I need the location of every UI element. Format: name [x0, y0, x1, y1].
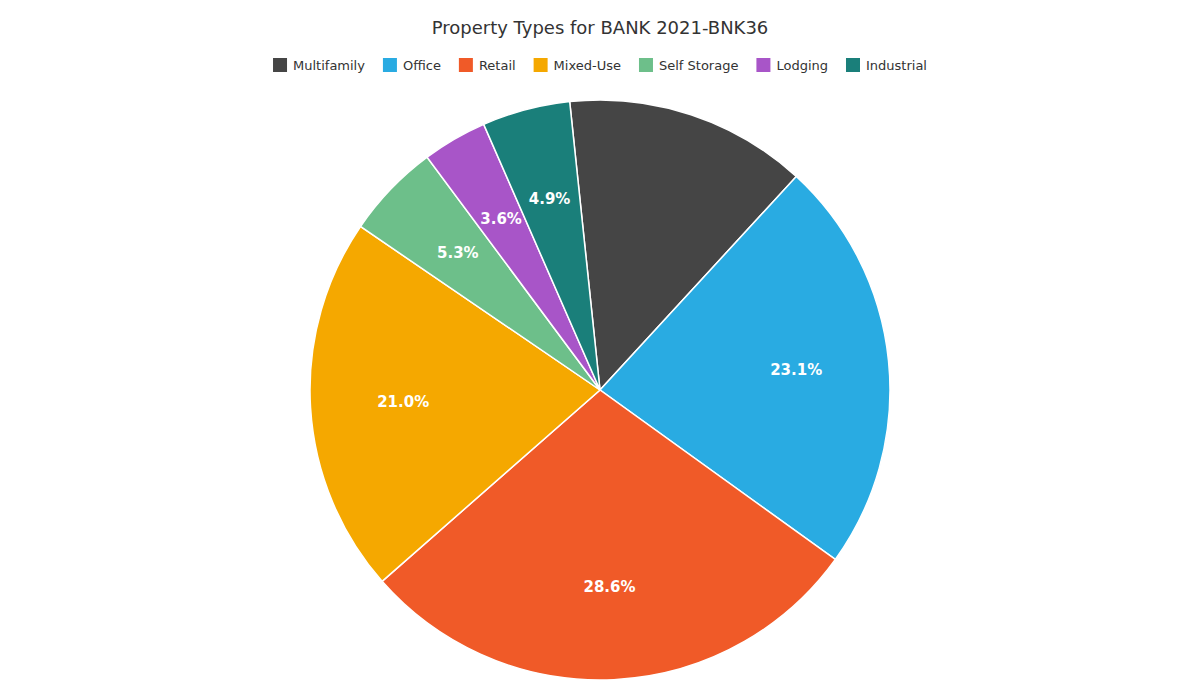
legend-label: Multifamily — [293, 58, 365, 73]
legend-item: Mixed-Use — [534, 58, 621, 73]
chart-container: Property Types for BANK 2021-BNK36 Multif… — [0, 0, 1200, 700]
data-label: 21.0% — [377, 393, 429, 411]
pie — [310, 100, 890, 680]
legend-swatch — [846, 58, 860, 72]
data-label: 4.9% — [529, 190, 571, 208]
legend-item: Retail — [459, 58, 516, 73]
legend-swatch — [273, 58, 287, 72]
legend-item: Industrial — [846, 58, 927, 73]
legend-swatch — [639, 58, 653, 72]
legend-item: Self Storage — [639, 58, 738, 73]
legend-label: Retail — [479, 58, 516, 73]
legend-swatch — [459, 58, 473, 72]
legend-label: Lodging — [776, 58, 828, 73]
legend: Multifamily Office Retail Mixed-Use Self Sto… — [273, 58, 927, 73]
legend-item: Office — [383, 58, 441, 73]
legend-swatch — [383, 58, 397, 72]
pie-slice — [484, 102, 600, 390]
data-label: 23.1% — [770, 361, 822, 379]
chart-svg: Property Types for BANK 2021-BNK36 Multif… — [0, 0, 1200, 700]
legend-swatch — [534, 58, 548, 72]
chart-title: Property Types for BANK 2021-BNK36 — [432, 17, 769, 38]
legend-label: Mixed-Use — [554, 58, 621, 73]
legend-item: Lodging — [756, 58, 828, 73]
data-label: 5.3% — [437, 244, 479, 262]
data-label: 3.6% — [480, 210, 522, 228]
legend-label: Office — [403, 58, 441, 73]
legend-label: Self Storage — [659, 58, 738, 73]
legend-label: Industrial — [866, 58, 927, 73]
legend-item: Multifamily — [273, 58, 365, 73]
data-label: 28.6% — [583, 578, 635, 596]
data-labels: 23.1% 28.6% 21.0% 5.3%3.6% 4.9% — [377, 190, 822, 596]
legend-swatch — [756, 58, 770, 72]
